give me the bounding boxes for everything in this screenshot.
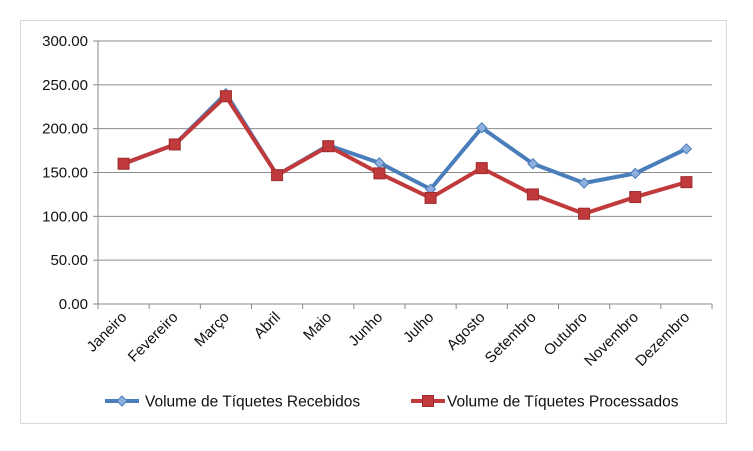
x-tick-label: Abril: [251, 309, 284, 342]
data-point-processados: [271, 169, 284, 182]
data-point-processados: [526, 188, 539, 201]
data-point-recebidos: [527, 158, 539, 170]
x-tick-label: Agosto: [444, 309, 489, 354]
x-tick-label: Dezembro: [632, 309, 693, 370]
x-axis: [97, 41, 713, 309]
data-point-processados: [322, 140, 335, 153]
y-tick-label: 150.00: [42, 165, 88, 182]
series-line-1: [122, 91, 688, 192]
x-tick-label: Setembro: [482, 309, 540, 367]
y-tick-label: 0.00: [59, 296, 88, 313]
data-point-processados: [680, 176, 693, 189]
legend: Volume de Tíquetes Recebidos Volume de Tí…: [105, 394, 679, 411]
data-point-processados: [475, 162, 488, 175]
gridlines: [98, 40, 712, 305]
data-point-processados: [373, 167, 386, 180]
y-tick-label: 100.00: [42, 208, 88, 225]
data-point-recebidos: [578, 177, 590, 189]
x-tick-label: Julho: [400, 309, 437, 346]
y-tick-label: 50.00: [50, 252, 88, 269]
data-point-processados: [578, 207, 591, 220]
data-point-processados: [424, 191, 437, 204]
data-point-recebidos: [629, 167, 641, 180]
data-point-recebidos: [680, 143, 693, 155]
y-tick-label: 300.00: [42, 33, 88, 50]
data-point-recebidos: [476, 122, 488, 134]
chart-frame: [20, 20, 727, 424]
series-line-2: [122, 94, 687, 216]
y-tick-label: 200.00: [42, 121, 88, 138]
x-tick-label: Outubro: [541, 309, 591, 359]
legend-marker-square: [422, 395, 434, 407]
legend-label: Volume de Tíquetes Processados: [447, 394, 679, 411]
x-tick-label: Fevereiro: [125, 309, 182, 366]
data-point-processados: [117, 157, 130, 170]
x-tick-label: Março: [191, 309, 232, 350]
data-point-processados: [629, 191, 642, 204]
data-point-processados: [219, 90, 232, 103]
x-tick-label: Junho: [345, 309, 386, 350]
x-tick-label: Novembro: [581, 309, 642, 370]
y-tick-label: 250.00: [42, 77, 88, 94]
series-group: [117, 87, 693, 220]
y-axis-ticks: 0.00 50.00 100.00 150.00 200.00 250.00 300.00: [42, 33, 98, 313]
legend-marker-diamond: [116, 395, 128, 407]
data-point-processados: [168, 138, 181, 151]
legend-label: Volume de Tíquetes Recebidos: [145, 394, 360, 411]
x-tick-label: Janeiro: [84, 309, 131, 356]
x-tick-label: Maio: [300, 309, 335, 344]
